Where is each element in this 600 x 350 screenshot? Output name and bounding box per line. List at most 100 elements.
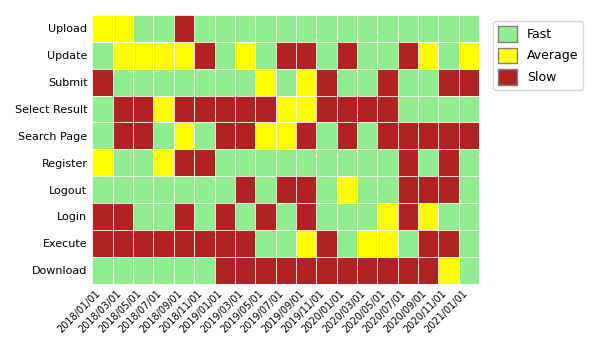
Bar	[154, 203, 174, 230]
Bar	[215, 69, 235, 96]
Bar	[377, 176, 398, 203]
Bar	[174, 122, 194, 149]
Bar	[133, 42, 154, 69]
Bar	[377, 69, 398, 96]
Bar	[398, 257, 418, 284]
Bar	[439, 122, 459, 149]
Bar	[357, 15, 377, 42]
Bar	[92, 230, 113, 257]
Bar	[439, 15, 459, 42]
Bar	[398, 15, 418, 42]
Bar	[255, 122, 275, 149]
Bar	[377, 203, 398, 230]
Bar	[133, 176, 154, 203]
Bar	[296, 176, 316, 203]
Bar	[316, 42, 337, 69]
Bar	[194, 42, 215, 69]
Bar	[316, 149, 337, 176]
Bar	[154, 149, 174, 176]
Bar	[215, 257, 235, 284]
Bar	[459, 96, 479, 122]
Bar	[418, 96, 439, 122]
Bar	[439, 69, 459, 96]
Bar	[215, 230, 235, 257]
Bar	[357, 122, 377, 149]
Bar	[296, 96, 316, 122]
Bar	[113, 176, 133, 203]
Bar	[316, 122, 337, 149]
Bar	[194, 122, 215, 149]
Bar	[357, 203, 377, 230]
Bar	[113, 230, 133, 257]
Bar	[194, 176, 215, 203]
Bar	[154, 176, 174, 203]
Bar	[357, 96, 377, 122]
Bar	[357, 69, 377, 96]
Bar	[174, 15, 194, 42]
Bar	[92, 69, 113, 96]
Bar	[459, 69, 479, 96]
Bar	[154, 15, 174, 42]
Bar	[255, 96, 275, 122]
Bar	[337, 15, 357, 42]
Bar	[296, 257, 316, 284]
Bar	[296, 15, 316, 42]
Bar	[154, 230, 174, 257]
Bar	[154, 96, 174, 122]
Bar	[316, 15, 337, 42]
Bar	[255, 230, 275, 257]
Bar	[235, 149, 255, 176]
Bar	[255, 42, 275, 69]
Bar	[113, 203, 133, 230]
Bar	[459, 176, 479, 203]
Bar	[418, 203, 439, 230]
Bar	[174, 203, 194, 230]
Bar	[133, 230, 154, 257]
Bar	[275, 69, 296, 96]
Bar	[357, 257, 377, 284]
Bar	[316, 230, 337, 257]
Bar	[337, 257, 357, 284]
Bar	[174, 230, 194, 257]
Bar	[377, 96, 398, 122]
Bar	[377, 149, 398, 176]
Bar	[398, 122, 418, 149]
Bar	[235, 15, 255, 42]
Bar	[398, 176, 418, 203]
Bar	[194, 149, 215, 176]
Bar	[194, 203, 215, 230]
Bar	[275, 176, 296, 203]
Bar	[235, 69, 255, 96]
Bar	[316, 96, 337, 122]
Bar	[235, 257, 255, 284]
Bar	[235, 203, 255, 230]
Bar	[133, 15, 154, 42]
Bar	[337, 203, 357, 230]
Legend: Fast, Average, Slow: Fast, Average, Slow	[493, 21, 583, 90]
Bar	[113, 42, 133, 69]
Bar	[235, 176, 255, 203]
Bar	[215, 96, 235, 122]
Bar	[459, 122, 479, 149]
Bar	[174, 42, 194, 69]
Bar	[357, 230, 377, 257]
Bar	[337, 176, 357, 203]
Bar	[275, 96, 296, 122]
Bar	[275, 203, 296, 230]
Bar	[398, 69, 418, 96]
Bar	[154, 69, 174, 96]
Bar	[235, 230, 255, 257]
Bar	[357, 149, 377, 176]
Bar	[377, 42, 398, 69]
Bar	[296, 203, 316, 230]
Bar	[215, 149, 235, 176]
Bar	[215, 15, 235, 42]
Bar	[439, 149, 459, 176]
Bar	[215, 203, 235, 230]
Bar	[439, 96, 459, 122]
Bar	[255, 203, 275, 230]
Bar	[316, 176, 337, 203]
Bar	[377, 122, 398, 149]
Bar	[215, 42, 235, 69]
Bar	[255, 149, 275, 176]
